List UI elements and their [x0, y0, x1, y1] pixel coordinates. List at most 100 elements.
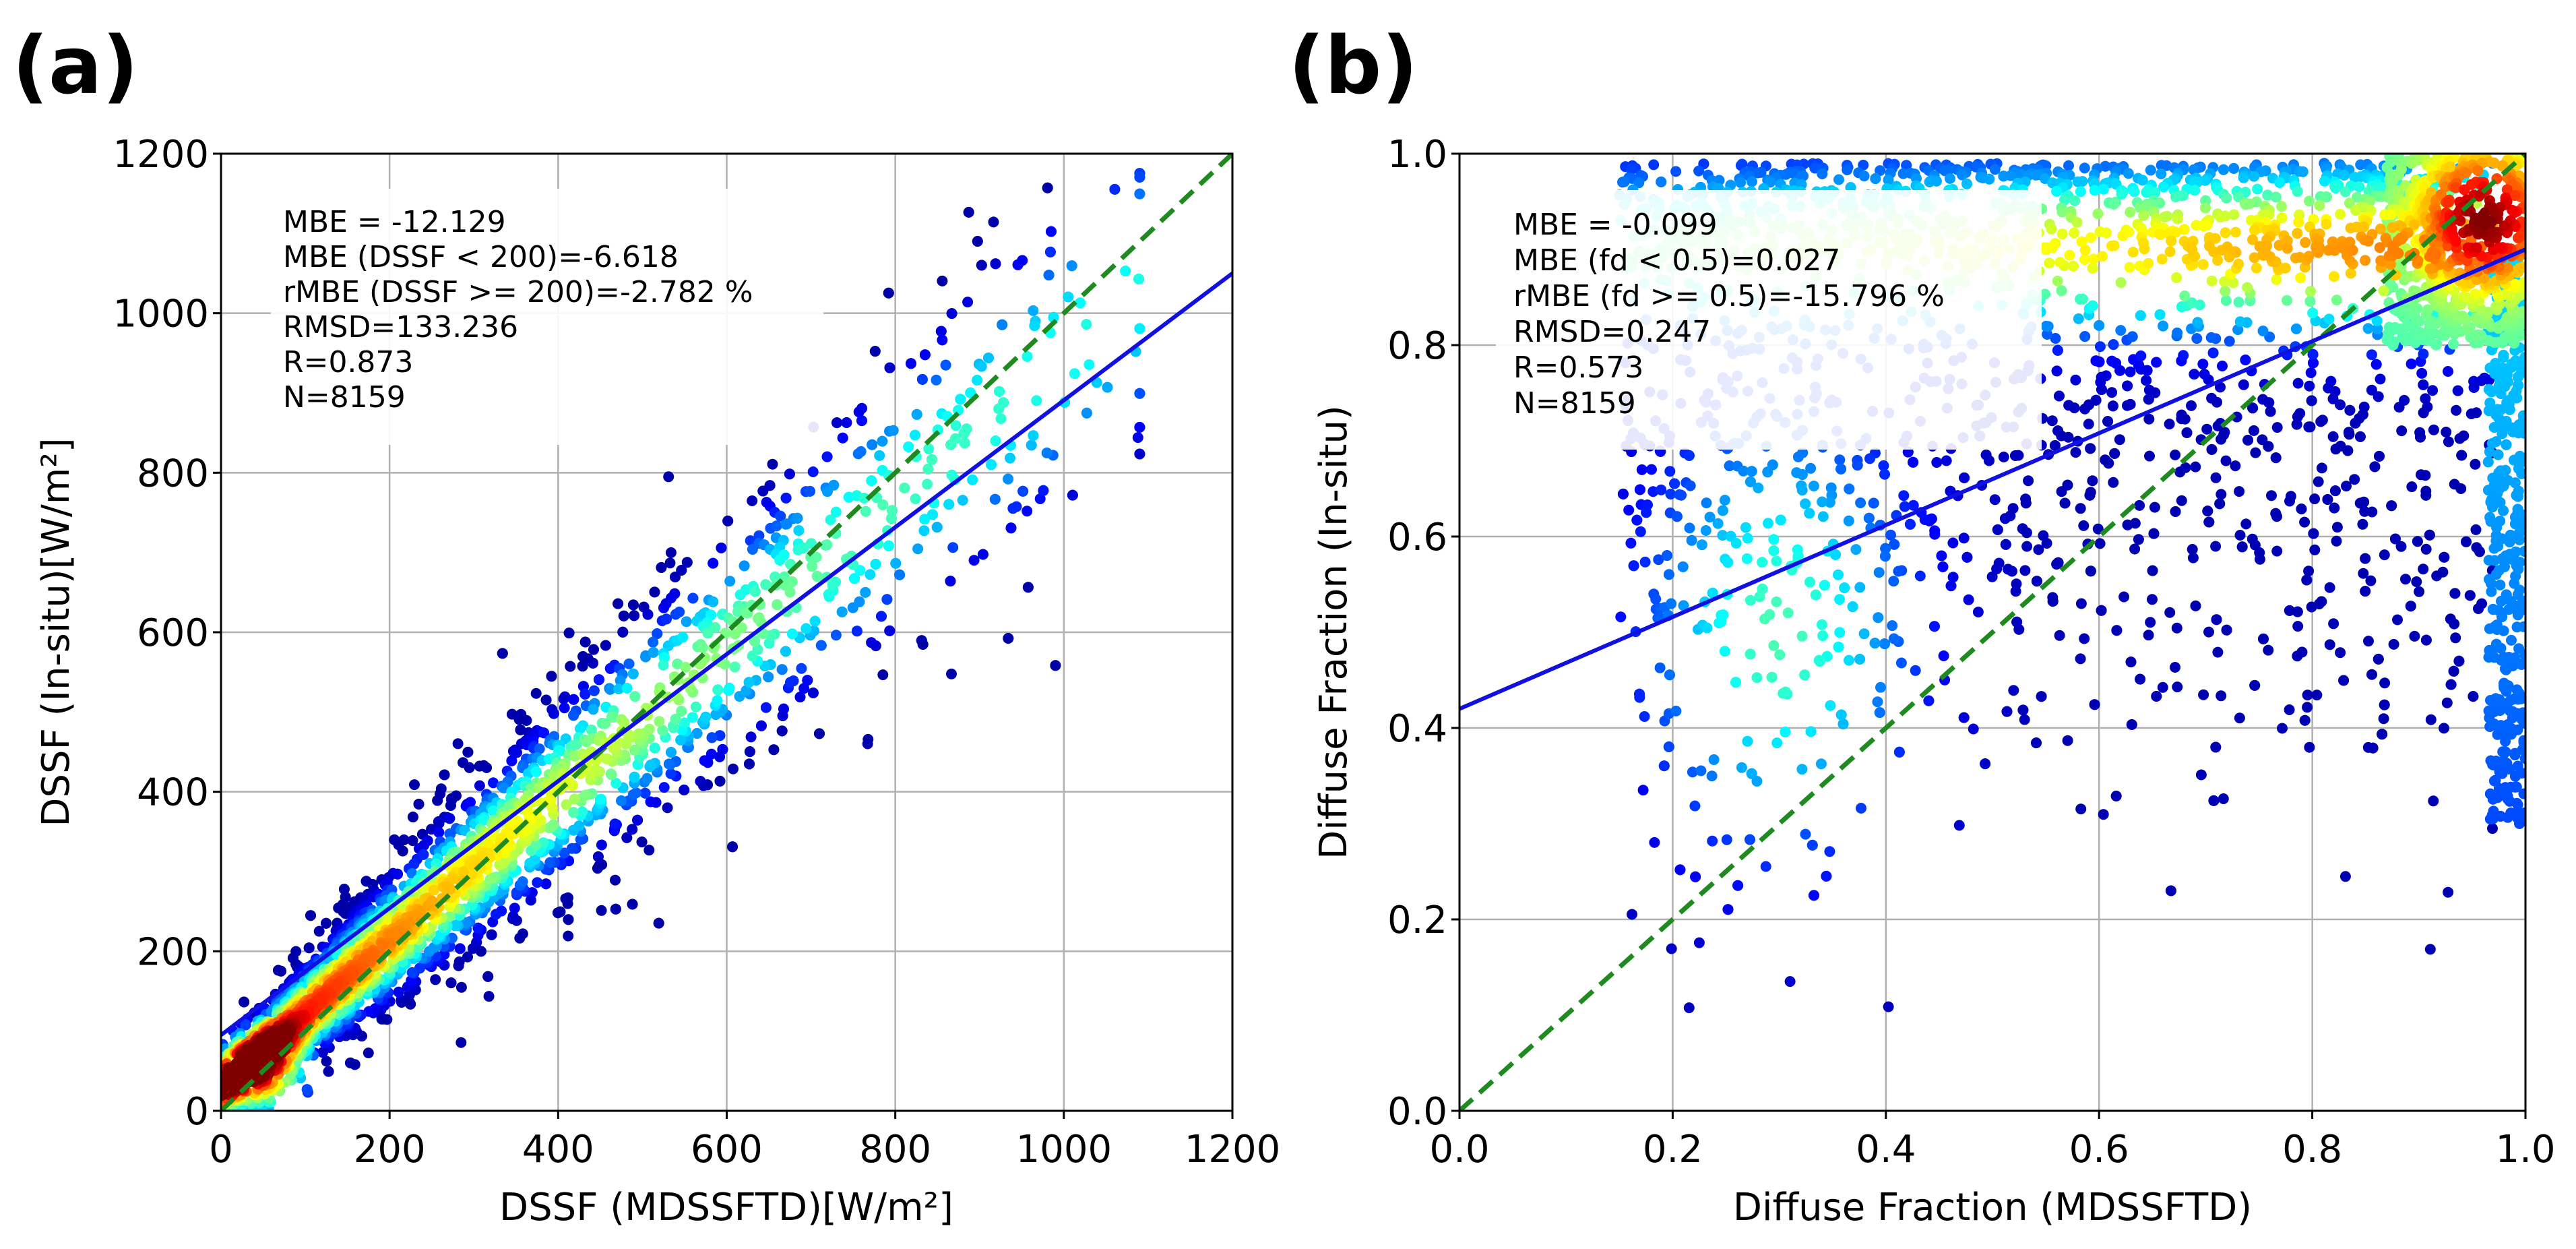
- panel-a-data-point: [562, 892, 573, 903]
- panel-b-data-point: [2266, 490, 2277, 501]
- panel-a-data-point: [1043, 270, 1055, 281]
- panel-a-x-axis-label: DSSF (MDSSFTD)[W/m²]: [499, 1186, 953, 1229]
- panel-a-data-point: [663, 471, 674, 483]
- panel-a-data-point: [784, 468, 795, 480]
- panel-b-data-point: [2214, 498, 2226, 510]
- panel-a-data-point: [559, 702, 570, 714]
- panel-a-data-point: [1041, 448, 1053, 458]
- panel-a-data-point: [926, 454, 937, 465]
- panel-b-data-point: [1958, 712, 1970, 723]
- panel-b-data-point: [2373, 391, 2384, 402]
- panel-a-data-point: [747, 544, 758, 555]
- panel-b-data-point: [2424, 529, 2435, 541]
- panel-b-data-point: [2428, 424, 2439, 435]
- panel-b-data-point: [2170, 506, 2181, 517]
- panel-b-data-point: [2135, 351, 2147, 361]
- panel-a-data-point: [884, 362, 896, 373]
- panel-b-data-point: [2317, 415, 2328, 426]
- panel-b-data-point: [2316, 462, 2327, 474]
- panel-a-data-point: [883, 287, 894, 299]
- panel-a-data-point: [521, 714, 532, 726]
- panel-a-data-point: [722, 515, 734, 526]
- panel-b-data-point: [2441, 427, 2452, 437]
- panel-a-data-point: [321, 1056, 332, 1067]
- panel-b-data-point: [2195, 769, 2207, 781]
- panel-a-data-point: [841, 417, 852, 428]
- panel-b-data-point: [2329, 502, 2340, 514]
- panel-b-data-point: [2445, 679, 2457, 690]
- panel-b-data-point: [2420, 543, 2432, 555]
- panel-a-data-point: [887, 425, 899, 436]
- panel-a-data-point: [877, 499, 889, 510]
- panel-a-data-point: [629, 610, 640, 621]
- panel-b-data-point: [2125, 398, 2136, 410]
- panel-a-data-point: [972, 375, 983, 386]
- panel-b-data-point: [2141, 375, 2152, 386]
- panel-a-data-point: [239, 996, 250, 1008]
- panel-a-data-point: [755, 720, 767, 731]
- panel-b-data-point: [2270, 452, 2282, 464]
- panel-a-data-point: [899, 483, 910, 493]
- panel-a-data-point: [957, 495, 968, 506]
- panel-a-data-point: [632, 814, 643, 826]
- panel-b-data-point: [2309, 544, 2321, 555]
- panel-a-data-point: [977, 549, 988, 560]
- panel-b-data-point: [2234, 486, 2245, 497]
- panel-b-data-point: [2448, 665, 2459, 677]
- panel-b-data-point: [2304, 380, 2315, 392]
- panel-b-data-point: [2354, 431, 2366, 442]
- panel-a-data-point: [645, 796, 656, 808]
- panel-a-data-point: [1081, 407, 1092, 419]
- panel-a-data-point: [653, 917, 664, 929]
- panel-b-data-point: [2157, 681, 2168, 693]
- panel-a-data-point: [946, 308, 957, 319]
- panel-a-data-point: [1028, 305, 1039, 316]
- panel-a-data-point: [464, 762, 475, 773]
- panel-a-data-point: [544, 857, 556, 868]
- panel-a-data-point: [1083, 359, 1095, 370]
- panel-b-data-point: [2443, 436, 2454, 448]
- panel-a-data-point: [959, 437, 970, 449]
- panel-b-data-point: [2379, 549, 2390, 561]
- panel-b-data-point: [2217, 361, 2228, 371]
- panel-b-data-point: [2148, 528, 2160, 539]
- panel-b-data-point: [2311, 690, 2323, 701]
- panel-a-data-point: [931, 374, 942, 386]
- panel-b-data-point: [1722, 904, 1734, 915]
- panel-b-data-point: [2468, 375, 2480, 387]
- panel-b-data-point: [2180, 462, 2191, 473]
- panel-b-data-point: [2284, 704, 2295, 715]
- panel-a-data-point: [665, 768, 677, 779]
- panel-a-data-point: [1048, 311, 1059, 323]
- panel-a-data-point: [1067, 489, 1078, 501]
- panel-b-data-point: [2176, 409, 2187, 421]
- panel-a-data-point: [760, 579, 772, 590]
- panel-a-data-point: [428, 942, 439, 953]
- panel-a-data-point: [658, 602, 669, 613]
- panel-a-data-point: [931, 522, 943, 533]
- panel-b-data-point: [2468, 691, 2479, 702]
- panel-b-data-point: [2143, 630, 2154, 641]
- panel-a-data-point: [548, 708, 559, 719]
- panel-a-data-point: [450, 790, 462, 801]
- panel-b-data-point: [1637, 785, 1649, 796]
- panel-b-data-point: [1998, 452, 2009, 462]
- panel-b-data-point: [2135, 673, 2146, 685]
- panel-a-data-point: [392, 868, 403, 880]
- panel-a-data-point: [1133, 273, 1144, 284]
- panel-b-data-point: [2186, 400, 2197, 411]
- panel-b-data-point: [2329, 485, 2341, 497]
- panel-a-data-point: [494, 859, 505, 871]
- panel-a-data-point: [595, 794, 606, 805]
- panel-b-data-point: [2250, 447, 2261, 458]
- panel-a-data-point: [533, 783, 544, 793]
- panel-b-data-point: [2450, 632, 2461, 644]
- panel-b-data-point: [2418, 379, 2429, 390]
- panel-a-data-point: [753, 613, 764, 624]
- panel-b-data-point: [2178, 350, 2189, 361]
- panel-b-data-point: [2215, 382, 2226, 393]
- panel-b-data-point: [2171, 622, 2182, 634]
- panel-b-data-point: [2443, 886, 2454, 898]
- panel-a-data-point: [303, 942, 315, 954]
- panel-b-data-point: [2271, 545, 2283, 557]
